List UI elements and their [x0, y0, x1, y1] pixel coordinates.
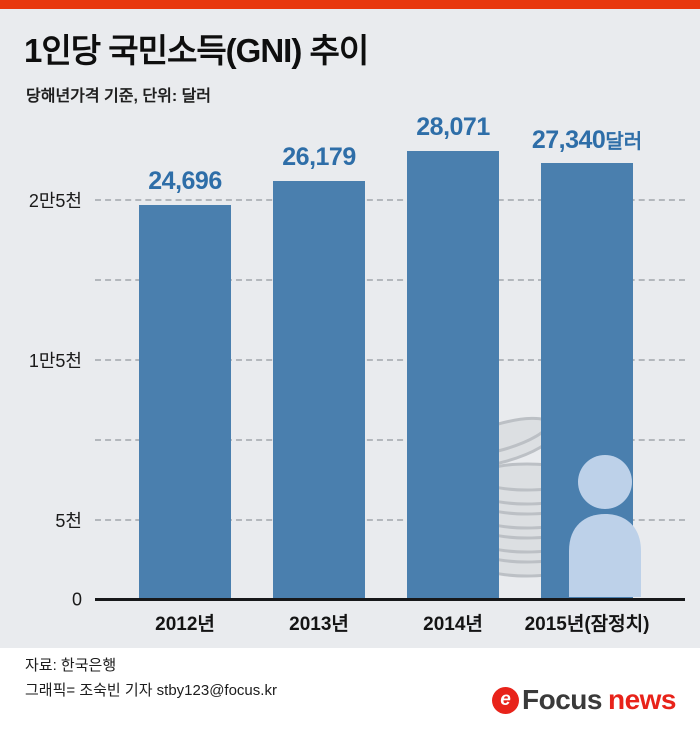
credit-note: 그래픽= 조숙빈 기자 stby123@focus.kr: [25, 682, 277, 699]
bar-value-unit: 달러: [605, 131, 643, 153]
bar-value-label: 26,179: [282, 143, 356, 172]
person-icon: [569, 455, 641, 597]
footer: 자료: 한국은행 그래픽= 조숙빈 기자 stby123@focus.kr e …: [0, 648, 700, 734]
grid-layer: 2만5천 1만5천 5천 0: [28, 191, 685, 610]
bar-value-label: 28,071: [416, 113, 490, 142]
top-accent-bar: [0, 0, 700, 9]
logo-news-text: news: [607, 684, 677, 715]
x-axis-label: 2012년: [155, 614, 215, 635]
y-axis-tick-label: 5천: [55, 511, 82, 531]
bar-2012년: [139, 205, 231, 600]
x-axis-label: 2015년(잠정치): [524, 614, 650, 635]
bar-2013년: [273, 181, 365, 600]
y-axis-tick-label: 2만5천: [28, 191, 82, 211]
bar-value-number: 24,696: [148, 167, 222, 195]
bar-2014년: [407, 151, 499, 600]
y-axis-tick-label: 0: [71, 589, 82, 610]
y-axis-tick-label: 1만5천: [28, 351, 82, 371]
source-note: 자료: 한국은행: [25, 657, 117, 674]
focus-news-logo: e Focus news: [492, 684, 677, 716]
gridline: [95, 199, 685, 201]
gridline: [95, 279, 685, 281]
x-axis-label: 2014년: [423, 614, 483, 635]
gridline: [95, 519, 685, 521]
page-title: 1인당 국민소득(GNI) 추이: [24, 32, 369, 69]
bar-value-number: 26,179: [282, 143, 356, 171]
bar-value-number: 27,340: [531, 126, 606, 154]
bar-value-number: 28,071: [416, 113, 490, 141]
logo-e-icon: e: [492, 686, 519, 714]
bar-value-label: 27,340달러: [532, 125, 642, 155]
gridline: [95, 439, 685, 441]
logo-focus-text: Focus: [522, 684, 602, 715]
x-axis-label: 2013년: [289, 614, 349, 635]
x-axis-line: [95, 598, 685, 601]
chart-subtitle: 당해년가격 기준, 단위: 달러: [26, 88, 212, 105]
gridline: [95, 359, 685, 361]
bar-value-label: 24,696: [148, 167, 222, 196]
logo-e-letter: e: [500, 689, 511, 710]
chart-panel: 1인당 국민소득(GNI) 추이 당해년가격 기준, 단위: 달러 2만5천 1만…: [0, 0, 700, 648]
